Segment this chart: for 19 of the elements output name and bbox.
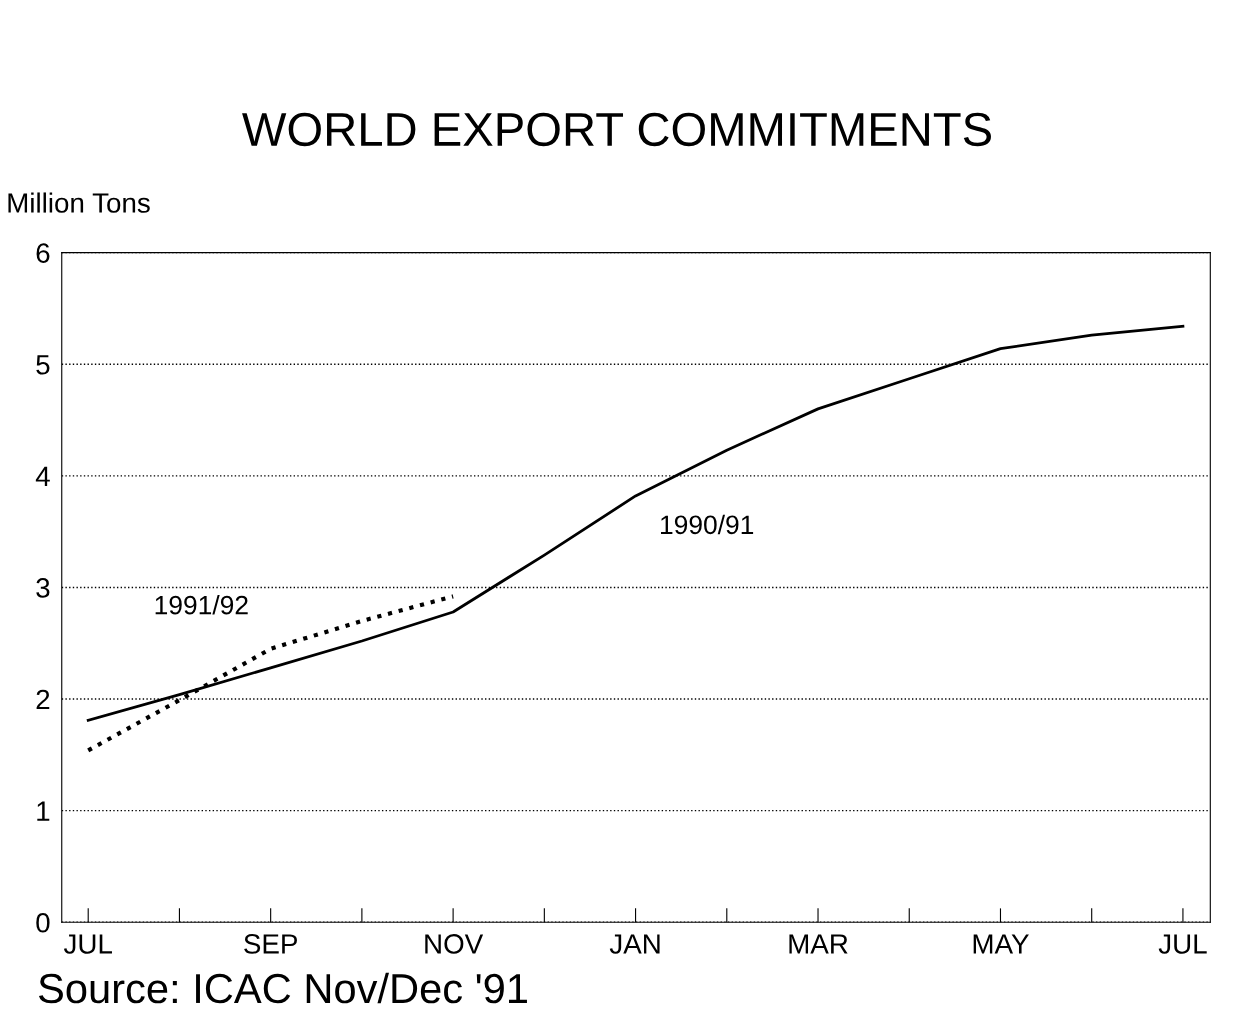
x-tick-label: NOV	[425, 934, 484, 954]
y-tick-label: 5	[36, 355, 50, 375]
y-axis-title: Million Tons	[8, 192, 150, 213]
y-tick-label: 2	[36, 689, 50, 710]
y-tick-label: 4	[35, 466, 50, 486]
series-label: 1990/91	[661, 514, 754, 535]
x-tick-label: MAY	[973, 934, 1029, 954]
x-tick-label: SEP	[244, 934, 297, 954]
x-tick-label: MAR	[789, 934, 848, 954]
y-tick-label: 0	[36, 912, 50, 933]
x-tick-label: JUL	[63, 934, 112, 954]
x-tick-label: JAN	[609, 934, 660, 954]
y-tick-label: 3	[36, 578, 50, 598]
chart-title: WORLD EXPORT COMMITMENTS	[242, 112, 991, 147]
y-tick-label: 1	[37, 801, 50, 821]
x-tick-label: JUL	[1158, 934, 1207, 954]
series-label: 1991/92	[155, 595, 248, 615]
y-tick-label: 6	[36, 243, 50, 263]
source-note: Source: ICAC Nov/Dec '91	[38, 972, 527, 1004]
